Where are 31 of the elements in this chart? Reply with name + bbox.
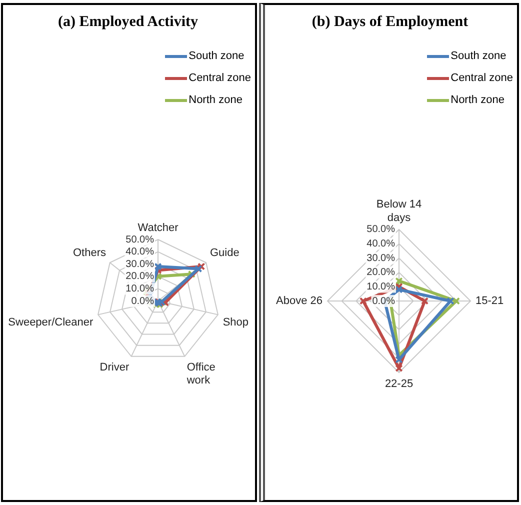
y-tick-label: 30.0%: [126, 258, 154, 270]
spoke-label: 15-21: [476, 295, 504, 308]
legend-label: South zone: [450, 49, 506, 64]
y-tick-label: 10.0%: [366, 281, 396, 292]
chart-title: (b) Days of Employment: [312, 14, 468, 30]
spoke-label: Others: [72, 246, 107, 259]
spoke-label: 22-25: [384, 378, 414, 390]
spoke-label: Below 14 days: [376, 198, 422, 224]
y-tick-label: 50.0%: [126, 234, 154, 246]
y-tick-label: 30.0%: [366, 252, 396, 264]
spoke-label: Shop: [222, 316, 249, 328]
y-tick-label: 20.0%: [126, 271, 154, 282]
spoke-label: Driver: [100, 362, 130, 374]
spoke-label: Above 26: [276, 295, 322, 308]
legend-label: Central zone: [450, 71, 513, 86]
legend-label: Central zone: [188, 71, 251, 86]
spoke-label: Guide: [210, 246, 240, 259]
y-tick-label: 0.0%: [372, 296, 396, 307]
y-tick-label: 0.0%: [131, 296, 154, 307]
legend-label: South zone: [188, 49, 244, 64]
spoke-label: Sweeper/Cleaner: [8, 316, 94, 328]
y-tick-label: 40.0%: [366, 238, 396, 250]
legend-label: North zone: [450, 93, 504, 108]
y-tick-label: 50.0%: [366, 224, 396, 236]
y-tick-label: 40.0%: [126, 246, 154, 258]
legend-label: North zone: [188, 93, 242, 108]
y-tick-label: 20.0%: [366, 267, 396, 278]
spoke-label: Office work: [186, 362, 216, 387]
spoke-label: Watcher: [138, 222, 179, 234]
chart-title: (a) Employed Activity: [58, 14, 198, 30]
y-tick-label: 10.0%: [126, 283, 154, 294]
